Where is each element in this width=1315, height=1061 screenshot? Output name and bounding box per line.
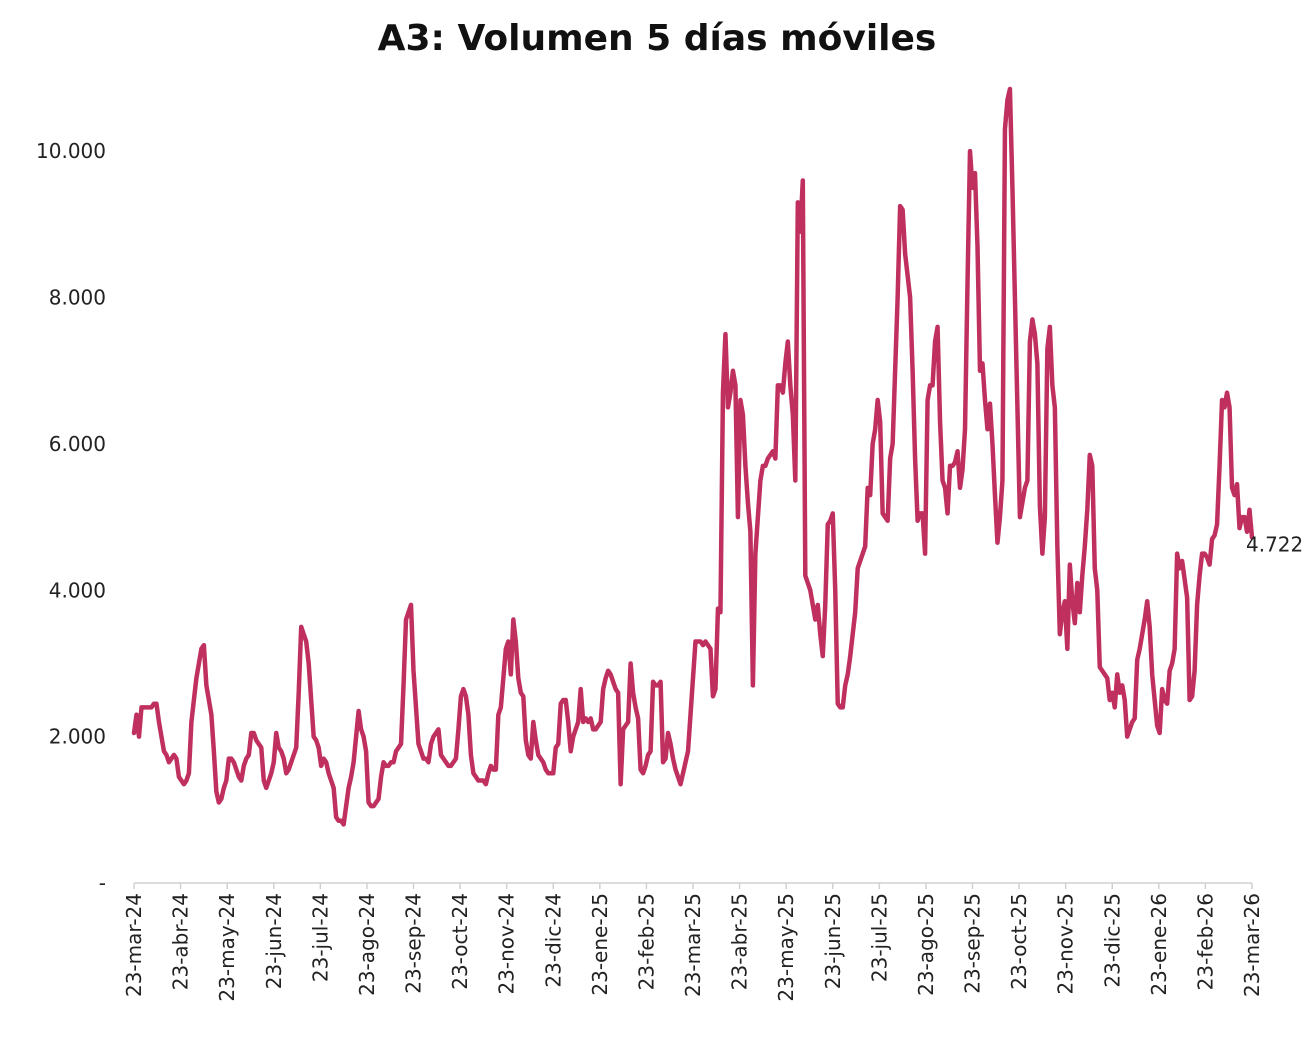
x-tick-label: 23-sep-24 (402, 893, 426, 994)
x-axis: 23-mar-24 23-abr-24 23-may-24 23-jun-24 23-j… (122, 883, 1264, 1002)
x-tick-label: 23-jul-24 (308, 893, 332, 982)
x-tick-label: 23-nov-24 (495, 893, 519, 995)
x-tick-label: 23-feb-25 (634, 893, 658, 990)
y-tick-label: 6.000 (49, 432, 106, 456)
x-tick-label: 23-ago-25 (914, 893, 938, 996)
end-value-label: 4.722 (1246, 532, 1303, 556)
x-tick-label: 23-ene-26 (1147, 893, 1171, 996)
y-axis: - 2.000 4.000 6.000 8.000 10.000 (36, 139, 106, 895)
chart-title: A3: Volumen 5 días móviles (378, 18, 937, 59)
plot-area (131, 86, 1255, 827)
x-tick-label: 23-sep-25 (961, 893, 985, 994)
x-tick-label: 23-jun-25 (821, 893, 845, 989)
x-tick-label: 23-dic-24 (541, 893, 565, 988)
x-tick-label: 23-ago-24 (355, 893, 379, 996)
x-tick-label: 23-mar-24 (122, 893, 146, 997)
x-tick-label: 23-may-24 (215, 893, 239, 1002)
x-tick-label: 23-may-25 (774, 893, 798, 1002)
x-tick-label: 23-jun-24 (262, 893, 286, 989)
y-tick-label: 8.000 (49, 286, 106, 310)
x-tick-label: 23-abr-25 (728, 893, 752, 990)
x-tick-label: 23-mar-25 (681, 893, 705, 997)
series-line (131, 86, 1255, 827)
x-tick-label: 23-mar-26 (1240, 893, 1264, 997)
x-tick-label: 23-ene-25 (588, 893, 612, 996)
y-tick-label: 10.000 (36, 139, 106, 163)
x-tick-label: 23-oct-24 (448, 893, 472, 990)
x-tick-label: 23-oct-25 (1007, 893, 1031, 990)
x-tick-label: 23-abr-24 (169, 893, 193, 990)
y-tick-label: 2.000 (49, 725, 106, 749)
y-tick-label: 4.000 (49, 578, 106, 602)
x-tick-label: 23-dic-25 (1100, 893, 1124, 988)
y-tick-label: - (99, 871, 106, 895)
x-tick-label: 23-feb-26 (1193, 893, 1217, 990)
x-tick-label: 23-jul-25 (867, 893, 891, 982)
x-tick-label: 23-nov-25 (1054, 893, 1078, 995)
